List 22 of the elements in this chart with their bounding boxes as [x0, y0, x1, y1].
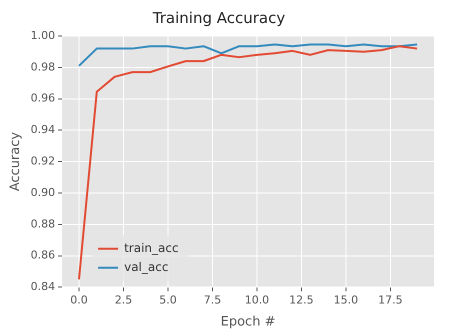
x-tick-label: 15.0 — [334, 294, 358, 307]
y-tick-label: 0.92 — [30, 154, 56, 168]
x-axis-title: Epoch # — [220, 314, 276, 330]
x-tick-label: 12.5 — [289, 294, 314, 307]
y-tick-label: 0.86 — [30, 248, 56, 262]
y-tick-label: 0.88 — [30, 217, 56, 230]
x-tick-label: 10.0 — [244, 294, 270, 307]
x-tick-label: 17.5 — [378, 294, 403, 307]
y-tick-label: 0.98 — [30, 60, 56, 74]
x-tick-label: 5.0 — [159, 294, 177, 307]
legend-label: train_acc — [124, 240, 179, 255]
y-axis-title: Accuracy — [8, 132, 24, 192]
y-tick-label: 1.00 — [30, 28, 56, 42]
legend-label: val_acc — [124, 260, 168, 274]
chart-title: Training Accuracy — [152, 8, 286, 27]
x-tick-label: 0.0 — [70, 294, 88, 307]
y-tick-label: 0.84 — [30, 280, 56, 294]
y-tick-label: 0.96 — [30, 92, 56, 105]
x-tick-label: 7.5 — [204, 294, 222, 307]
y-tick-label: 0.90 — [30, 186, 56, 199]
x-tick-label: 2.5 — [114, 294, 132, 307]
y-tick-label: 0.94 — [30, 123, 56, 136]
